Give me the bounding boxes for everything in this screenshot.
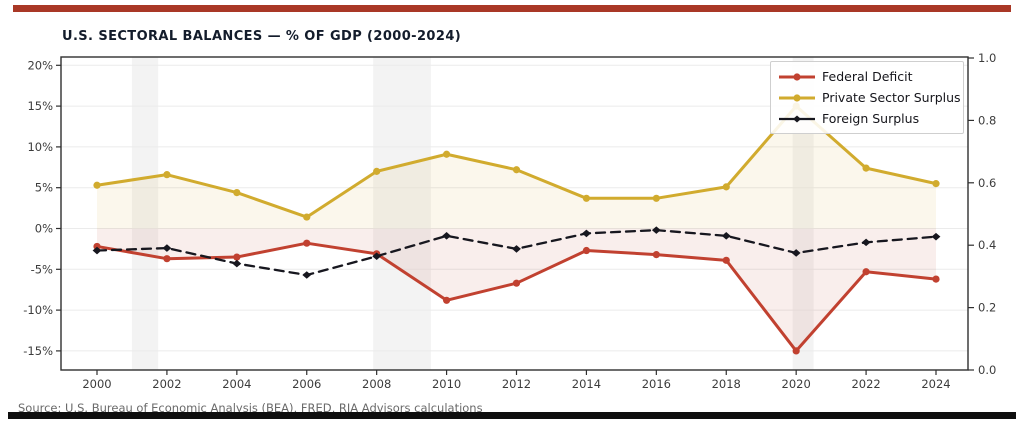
federal-deficit-marker bbox=[303, 239, 311, 247]
x-axis-tick-label: 2022 bbox=[851, 377, 880, 391]
federal-deficit-marker bbox=[722, 256, 730, 264]
private-sector-surplus-marker bbox=[862, 164, 870, 172]
plot-border bbox=[60, 56, 969, 371]
legend-line-sample bbox=[779, 115, 815, 122]
x-axis-tick-label: 2008 bbox=[362, 377, 391, 391]
top-accent-bar bbox=[13, 5, 1011, 12]
foreign-surplus-marker bbox=[861, 238, 871, 247]
private-sector-surplus-marker bbox=[722, 183, 730, 191]
y-axis-tick-label: 0% bbox=[35, 222, 53, 236]
x-axis-tick-label: 2016 bbox=[642, 377, 671, 391]
y-axis-tick-label: 15% bbox=[27, 99, 53, 113]
foreign-surplus-marker bbox=[92, 246, 102, 255]
federal-deficit-marker bbox=[862, 268, 870, 276]
right-axis-tick-label: 0.2 bbox=[978, 301, 996, 315]
right-axis-tick-label: 0.8 bbox=[978, 113, 996, 127]
federal-deficit-marker bbox=[652, 251, 660, 259]
private-sector-surplus-marker bbox=[163, 171, 171, 179]
x-axis-tick-label: 2014 bbox=[572, 377, 601, 391]
x-axis-tick-label: 2018 bbox=[712, 377, 741, 391]
foreign-surplus-marker bbox=[512, 245, 521, 253]
private-sector-surplus-marker bbox=[652, 194, 660, 202]
federal-deficit-marker bbox=[512, 279, 521, 287]
private-sector-surplus-marker bbox=[442, 150, 451, 158]
private-sector-surplus-area bbox=[97, 106, 936, 229]
y-axis-tick-label: -5% bbox=[31, 262, 53, 276]
legend-item-foreign-surplus: Foreign Surplus bbox=[778, 108, 955, 129]
federal-deficit-marker bbox=[233, 253, 241, 261]
foreign-surplus-marker bbox=[162, 244, 172, 252]
private-sector-surplus-marker bbox=[93, 181, 101, 189]
recession-band bbox=[373, 57, 431, 370]
legend-item-private-sector-surplus: Private Sector Surplus bbox=[778, 87, 961, 108]
legend-label: Private Sector Surplus bbox=[822, 90, 961, 105]
x-axis-tick-label: 2012 bbox=[502, 377, 531, 391]
x-axis-tick-label: 2002 bbox=[152, 377, 181, 391]
x-axis-tick-label: 2010 bbox=[432, 377, 461, 391]
x-axis-tick-label: 2004 bbox=[222, 377, 251, 391]
right-axis-tick-label: 0.0 bbox=[978, 363, 996, 377]
x-axis-tick-label: 2006 bbox=[292, 377, 321, 391]
federal-deficit-marker bbox=[163, 255, 171, 263]
foreign-surplus-marker bbox=[442, 232, 451, 240]
y-axis-tick-label: -10% bbox=[23, 303, 53, 317]
foreign-surplus-marker bbox=[651, 226, 661, 234]
x-axis-tick-label: 2024 bbox=[921, 377, 950, 391]
private-sector-surplus-marker bbox=[303, 213, 311, 221]
legend-line-sample bbox=[779, 93, 815, 102]
y-axis-tick-label: 5% bbox=[35, 181, 53, 195]
legend-label: Federal Deficit bbox=[822, 69, 913, 84]
private-sector-surplus-marker bbox=[932, 180, 940, 188]
legend-item-federal-deficit: Federal Deficit bbox=[778, 66, 955, 87]
y-axis-tick-label: 10% bbox=[27, 140, 53, 154]
private-sector-surplus-marker bbox=[233, 188, 241, 197]
federal-deficit-marker bbox=[582, 246, 591, 255]
foreign-surplus-marker bbox=[232, 259, 242, 268]
federal-deficit-marker bbox=[442, 296, 451, 304]
legend-line-sample bbox=[779, 72, 815, 81]
foreign-surplus-marker bbox=[302, 271, 312, 279]
bottom-divider-bar bbox=[8, 412, 1016, 419]
y-axis-tick-label: -15% bbox=[23, 344, 53, 358]
federal-deficit-marker bbox=[932, 275, 940, 283]
federal-deficit-marker bbox=[93, 242, 101, 251]
recession-band bbox=[131, 57, 159, 370]
foreign-surplus-marker bbox=[791, 249, 801, 257]
private-sector-surplus-marker bbox=[582, 194, 591, 202]
federal-deficit-marker bbox=[792, 347, 800, 355]
source-note: Source: U.S. Bureau of Economic Analysis… bbox=[18, 401, 483, 415]
foreign-surplus-marker bbox=[372, 252, 382, 261]
foreign-surplus-marker bbox=[721, 232, 731, 240]
x-axis-tick-label: 2000 bbox=[82, 377, 111, 391]
right-axis-tick-label: 0.4 bbox=[978, 238, 996, 252]
recession-band bbox=[792, 57, 814, 370]
y-axis-tick-label: 20% bbox=[27, 58, 53, 72]
foreign-surplus-marker bbox=[582, 229, 591, 238]
right-axis-tick-label: 0.6 bbox=[978, 176, 996, 190]
foreign-surplus-marker bbox=[931, 232, 941, 241]
private-sector-surplus-marker bbox=[373, 167, 381, 175]
x-axis-tick-label: 2020 bbox=[782, 377, 811, 391]
chart-legend: Federal Deficit Private Sector Surplus For… bbox=[770, 61, 964, 134]
chart-title: U.S. SECTORAL BALANCES — % OF GDP (2000-… bbox=[62, 29, 462, 44]
private-sector-surplus-marker bbox=[512, 166, 521, 174]
legend-label: Foreign Surplus bbox=[822, 111, 920, 126]
right-axis-tick-label: 1.0 bbox=[978, 51, 996, 65]
